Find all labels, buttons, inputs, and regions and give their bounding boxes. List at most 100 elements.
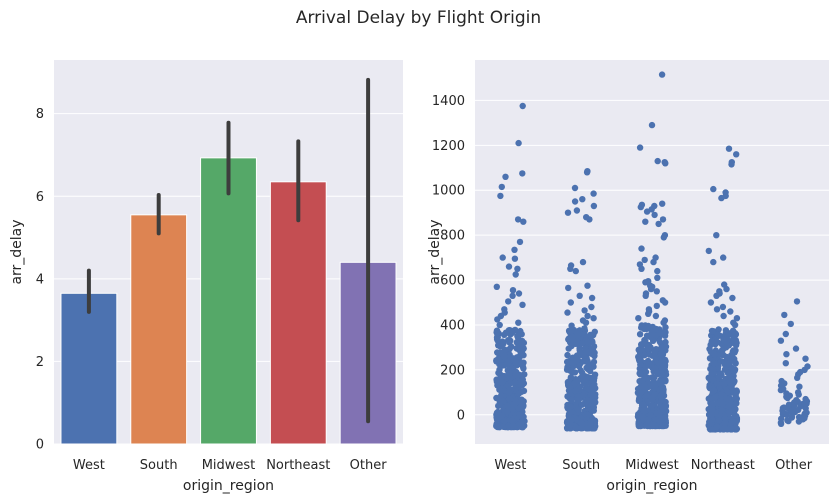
data-point <box>579 196 586 203</box>
data-point <box>782 360 789 367</box>
data-point <box>567 422 574 429</box>
strip-south <box>563 168 599 432</box>
data-point <box>500 423 507 430</box>
data-point <box>731 330 739 337</box>
data-point <box>509 292 516 299</box>
data-point <box>782 330 789 338</box>
data-point <box>725 145 733 152</box>
data-point <box>650 258 657 266</box>
data-point <box>795 391 802 398</box>
data-point <box>567 265 574 272</box>
data-point <box>582 319 590 326</box>
data-point <box>657 345 664 352</box>
data-point <box>564 309 571 316</box>
data-point <box>505 263 513 270</box>
data-point <box>661 299 669 306</box>
x-tick-label: Northeast <box>691 458 755 473</box>
data-point <box>637 361 644 368</box>
data-point <box>706 355 714 362</box>
x-axis-label: origin_region <box>183 478 274 494</box>
data-point <box>705 247 712 255</box>
data-point <box>502 329 510 336</box>
data-point <box>517 398 524 405</box>
data-point <box>654 157 661 165</box>
data-point <box>721 366 729 373</box>
data-point <box>513 371 521 379</box>
data-point <box>496 321 503 329</box>
data-point <box>713 380 720 387</box>
data-point <box>584 282 591 289</box>
data-point <box>642 218 649 225</box>
data-point <box>641 386 649 393</box>
data-point <box>584 374 591 381</box>
data-point <box>583 397 591 404</box>
data-point <box>713 232 720 239</box>
data-point <box>635 315 642 322</box>
data-point <box>707 365 714 373</box>
data-point <box>636 331 644 338</box>
data-point <box>578 419 585 427</box>
x-tick-label: West <box>73 458 105 473</box>
data-point <box>730 418 737 425</box>
data-point <box>661 356 669 364</box>
data-point <box>784 394 791 402</box>
x-tick-label: Other <box>775 458 813 473</box>
data-point <box>713 423 721 431</box>
data-point <box>641 352 648 359</box>
data-point <box>511 400 519 407</box>
data-point <box>654 274 661 281</box>
data-point <box>590 358 598 366</box>
data-point <box>498 379 506 386</box>
data-point <box>650 421 657 429</box>
data-point <box>660 319 667 326</box>
data-point <box>710 387 718 394</box>
data-point <box>494 408 502 416</box>
data-point <box>653 288 660 295</box>
data-point <box>511 379 518 386</box>
data-point <box>637 203 644 211</box>
data-point <box>659 216 667 223</box>
data-point <box>497 192 504 200</box>
data-point <box>515 319 522 326</box>
data-point <box>643 392 651 399</box>
x-tick-label: Northeast <box>266 458 330 473</box>
data-point <box>498 362 506 369</box>
data-point <box>802 355 809 362</box>
data-point <box>652 312 660 320</box>
y-tick-label: 1000 <box>432 184 465 199</box>
data-point <box>508 417 516 424</box>
data-point <box>520 218 527 225</box>
data-point <box>493 378 501 385</box>
data-point <box>638 265 645 272</box>
bar-midwest <box>200 157 257 445</box>
data-point <box>502 173 509 180</box>
data-point <box>792 345 800 352</box>
data-point <box>584 338 591 345</box>
bar-chart-panel: 0 2 4 6 8 West South Midwest Northeast Other origi… <box>9 60 403 494</box>
data-point <box>499 254 506 261</box>
x-tick-label: Midwest <box>202 458 256 473</box>
data-point <box>637 422 644 429</box>
data-point <box>727 308 734 315</box>
data-point <box>777 420 785 427</box>
data-point <box>567 299 574 306</box>
y-tick-label: 1200 <box>432 139 465 154</box>
data-point <box>494 337 501 344</box>
data-point <box>636 370 643 377</box>
data-point <box>654 267 661 275</box>
data-point <box>509 329 516 336</box>
data-point <box>494 349 501 356</box>
data-point <box>498 412 506 420</box>
data-point <box>564 351 571 359</box>
data-point <box>717 370 724 377</box>
data-point <box>509 287 517 294</box>
data-point <box>509 422 517 429</box>
data-point <box>777 386 785 394</box>
data-point <box>708 327 716 335</box>
data-point <box>636 144 644 151</box>
data-point <box>501 346 508 353</box>
data-point <box>729 294 736 302</box>
data-point <box>517 351 524 359</box>
data-point <box>494 316 501 323</box>
data-point <box>712 341 719 348</box>
